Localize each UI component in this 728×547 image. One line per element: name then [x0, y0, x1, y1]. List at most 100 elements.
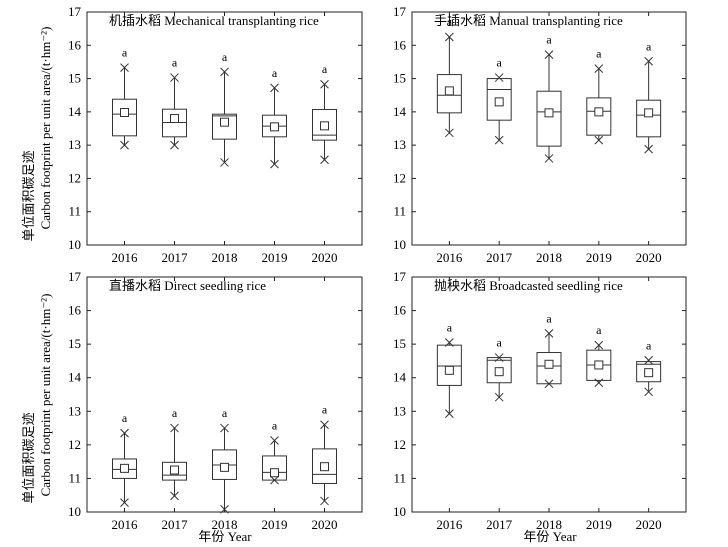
- y-tick-label: 11: [68, 470, 81, 485]
- mean-marker: [220, 462, 229, 472]
- mean-marker: [494, 367, 504, 377]
- min-marker: [170, 491, 179, 501]
- marker-stroke: [270, 436, 279, 445]
- max-marker: [170, 73, 179, 82]
- max-marker: [544, 329, 554, 338]
- marker-stroke: [320, 420, 329, 430]
- min-marker: [220, 158, 229, 167]
- mean-marker: [594, 360, 604, 370]
- min-marker: [494, 135, 504, 145]
- min-marker: [544, 154, 554, 163]
- y-axis-label-top-cn: 单位面积碳足迹: [21, 150, 36, 241]
- plot-frame: [86, 276, 363, 513]
- mean-marker: [320, 121, 329, 131]
- marker-stroke: [320, 496, 329, 506]
- min-marker: [120, 498, 129, 507]
- y-tick-label: 17: [68, 269, 82, 284]
- y-tick-label: 11: [393, 470, 406, 485]
- box-iqr: [436, 344, 462, 386]
- box-iqr: [112, 458, 137, 479]
- marker-stroke: [445, 409, 454, 418]
- y-tick-label: 15: [68, 71, 81, 86]
- y-tick-label: 14: [393, 104, 407, 119]
- box-iqr: [586, 97, 612, 136]
- box-iqr: [536, 90, 562, 147]
- y-tick-label: 16: [68, 37, 82, 52]
- x-tick-label: 2019: [586, 517, 612, 532]
- marker-stroke: [494, 392, 504, 402]
- significance-letter: a: [222, 50, 228, 64]
- y-tick-label: 14: [393, 370, 407, 385]
- min-marker: [120, 140, 129, 150]
- significance-letter: a: [447, 320, 453, 334]
- y-axis-label-bottom-en: Carbon footprint per unit area/(t·hm⁻²): [38, 294, 53, 497]
- significance-letter: a: [546, 33, 552, 47]
- box-iqr: [436, 74, 462, 114]
- min-marker: [320, 155, 329, 165]
- significance-letter: a: [497, 336, 503, 350]
- marker-stroke: [494, 353, 504, 362]
- min-marker: [644, 387, 653, 397]
- max-marker: [120, 63, 129, 72]
- x-tick-label: 2017: [486, 517, 513, 532]
- significance-letter: a: [272, 66, 278, 80]
- min-marker: [270, 159, 279, 169]
- min-marker: [220, 504, 229, 514]
- y-tick-label: 12: [68, 170, 81, 185]
- panel-title: 直播水稻 Direct seedling rice: [109, 278, 266, 293]
- significance-letter: a: [596, 323, 602, 337]
- max-marker: [644, 355, 653, 365]
- significance-letter: a: [172, 56, 178, 70]
- x-tick-label: 2018: [536, 517, 562, 532]
- marker-stroke: [494, 135, 504, 145]
- y-tick-label: 16: [393, 303, 407, 318]
- max-marker: [594, 64, 604, 73]
- mean-marker: [120, 463, 129, 473]
- significance-letter: a: [596, 47, 602, 61]
- y-tick-label: 13: [68, 137, 81, 152]
- mean-marker: [644, 108, 654, 118]
- panel-title: 机插水稻 Mechanical transplanting rice: [109, 13, 319, 28]
- y-tick-label: 13: [393, 137, 406, 152]
- min-marker: [445, 128, 454, 138]
- mean-marker: [444, 86, 454, 96]
- min-marker: [170, 140, 179, 150]
- marker-stroke: [594, 135, 604, 145]
- panel-title: 手插水稻 Manual transplanting rice: [434, 13, 623, 28]
- y-tick-label: 17: [393, 269, 407, 284]
- min-marker: [644, 144, 653, 154]
- x-tick-label: 2020: [312, 517, 338, 532]
- mean-marker: [120, 108, 129, 118]
- y-axis-label-top-en: Carbon footprint per unit area/(t·hm⁻²): [38, 27, 53, 230]
- significance-letter: a: [222, 406, 228, 420]
- marker-stroke: [644, 56, 653, 66]
- marker-stroke: [594, 340, 604, 350]
- marker-stroke: [270, 475, 279, 485]
- marker-stroke: [220, 158, 229, 167]
- x-tick-label: 2020: [636, 250, 662, 265]
- significance-letter: a: [122, 411, 128, 425]
- min-marker: [494, 392, 504, 402]
- mean-marker: [544, 359, 554, 369]
- x-tick-label: 2016: [436, 250, 463, 265]
- marker-stroke: [644, 387, 653, 397]
- y-tick-label: 16: [68, 303, 82, 318]
- max-marker: [120, 428, 129, 438]
- y-tick-label: 16: [393, 37, 407, 52]
- marker-stroke: [170, 491, 179, 501]
- y-tick-label: 15: [393, 336, 406, 351]
- min-marker: [544, 379, 554, 389]
- marker-stroke: [494, 73, 504, 82]
- mean-marker: [270, 122, 279, 132]
- max-marker: [170, 423, 179, 433]
- significance-letter: a: [447, 15, 453, 29]
- marker-stroke: [120, 428, 129, 438]
- box-iqr: [212, 113, 237, 140]
- max-marker: [445, 338, 454, 347]
- marker-stroke: [220, 67, 229, 77]
- box-iqr: [162, 461, 187, 481]
- marker-stroke: [320, 155, 329, 165]
- max-marker: [494, 353, 504, 362]
- y-tick-label: 10: [393, 237, 406, 252]
